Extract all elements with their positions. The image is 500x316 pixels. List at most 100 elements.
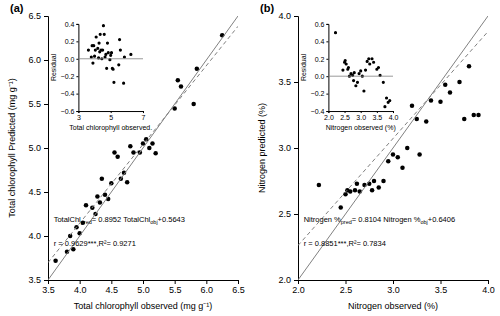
tick-mark	[76, 24, 78, 25]
chart: 3.54.04.55.05.56.06.53.54.04.55.05.56.06…	[0, 0, 500, 316]
annotation-text: TotalChl	[54, 215, 81, 224]
tick-mark	[488, 280, 489, 284]
point	[377, 66, 380, 69]
point	[99, 33, 102, 36]
point	[386, 159, 391, 164]
point	[112, 81, 115, 84]
tick: 0.4	[315, 38, 329, 45]
point	[352, 79, 355, 82]
point	[370, 57, 373, 60]
tick-mark	[143, 280, 144, 284]
tick: −0.2	[61, 73, 79, 80]
point	[101, 48, 104, 51]
point	[93, 55, 96, 58]
axis-line	[49, 281, 239, 285]
point	[354, 84, 357, 87]
tick-label: 6.5	[232, 285, 245, 295]
point	[103, 33, 106, 36]
point	[128, 144, 133, 149]
tick-label: 6.0	[28, 55, 41, 65]
tick-mark	[76, 76, 78, 77]
tick-mark	[238, 280, 239, 284]
point	[115, 155, 120, 160]
tick-label: 3.5	[278, 77, 291, 87]
tick: 2.5	[340, 280, 353, 295]
tick: −0.4	[311, 108, 329, 115]
point	[457, 80, 462, 85]
line	[48, 26, 238, 262]
tick: 3.0	[356, 111, 366, 121]
point	[103, 192, 108, 197]
line	[298, 16, 488, 280]
tick: 3.5	[42, 280, 55, 295]
tick-label: 0.6	[315, 21, 325, 28]
tick-mark	[44, 280, 48, 281]
inset: 2.02.53.03.54.0−0.4−0.20.00.20.40.6Nitro…	[300, 21, 398, 132]
tick-mark	[44, 148, 48, 149]
point	[424, 119, 429, 124]
point	[112, 150, 117, 155]
point	[131, 150, 136, 155]
tick: 3.0	[387, 280, 400, 295]
line	[48, 16, 238, 280]
plot-area	[298, 16, 488, 280]
point	[122, 82, 125, 85]
point	[96, 47, 99, 50]
tick: 0.2	[65, 38, 79, 45]
tick-label: 0.4	[315, 38, 325, 45]
annotation: TotalChlpred= 0.8952 TotalChlobj+0.5643	[54, 215, 185, 225]
tick-mark	[44, 104, 48, 105]
point	[123, 55, 126, 58]
tick-label: 5.5	[169, 285, 182, 295]
annotation-text: = 0.8104 Nitrogen %	[352, 215, 421, 224]
y-axis-label: Residual	[300, 53, 307, 81]
y-axis-label: Residual	[50, 53, 57, 81]
tick: 5	[109, 111, 113, 121]
tick: −0.2	[311, 90, 329, 97]
point	[347, 66, 350, 69]
annotation-subscript: pred	[341, 219, 352, 225]
tick-label: 5.0	[137, 285, 150, 295]
point	[111, 67, 114, 70]
panel-label: (b)	[260, 2, 274, 14]
tick-label: 0.2	[65, 38, 75, 45]
tick: 4.0	[74, 280, 87, 295]
annotation-text: r = 0.8851***,R²= 0.7834	[304, 239, 386, 248]
tick-mark	[44, 192, 48, 193]
tick-label: −0.2	[311, 90, 325, 97]
point	[381, 179, 386, 184]
point	[91, 62, 94, 65]
tick-label: 3	[77, 114, 81, 121]
point	[372, 179, 377, 184]
tick-mark	[80, 280, 81, 284]
tick-mark	[76, 59, 78, 60]
tick: 3.5	[435, 280, 448, 295]
plot-area	[78, 24, 143, 85]
point	[110, 51, 113, 54]
tick: 2.0	[324, 111, 334, 121]
tick-label: −0.2	[61, 73, 75, 80]
tick-label: 2.0	[324, 114, 334, 121]
point	[443, 82, 448, 87]
x-axis-label: Total chlorophyll observed (mg g⁻¹)	[74, 301, 213, 311]
tick-mark	[326, 94, 328, 95]
tick-mark	[377, 111, 378, 113]
tick-label: 2.5	[340, 285, 353, 295]
point	[410, 104, 415, 109]
point	[317, 183, 322, 188]
tick: 2.0	[278, 275, 298, 285]
annotation-text: = 0.8952 TotalChl	[92, 215, 151, 224]
tick: 6.5	[232, 280, 245, 295]
point	[367, 57, 370, 60]
tick-label: 0.2	[315, 56, 325, 63]
point	[106, 41, 109, 44]
point	[118, 38, 121, 41]
point	[388, 99, 391, 102]
tick-mark	[326, 59, 328, 60]
tick-label: 4.0	[482, 285, 495, 295]
tick-mark	[44, 16, 48, 17]
point	[191, 102, 196, 107]
point	[385, 96, 388, 99]
tick: 3.0	[278, 143, 298, 153]
tick-mark	[76, 94, 78, 95]
